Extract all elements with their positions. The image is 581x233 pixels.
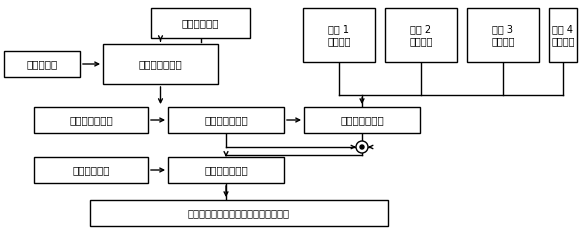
- FancyBboxPatch shape: [34, 107, 148, 133]
- Text: 风压设定计算器: 风压设定计算器: [204, 115, 248, 125]
- Text: 支管 3
阀门开度: 支管 3 阀门开度: [492, 24, 515, 46]
- Text: 风量理论需求值: 风量理论需求值: [69, 115, 113, 125]
- FancyBboxPatch shape: [549, 8, 577, 62]
- FancyBboxPatch shape: [103, 44, 218, 84]
- Text: 空燃比系数: 空燃比系数: [26, 59, 58, 69]
- FancyBboxPatch shape: [151, 8, 250, 38]
- Text: 风压控制调节器: 风压控制调节器: [204, 165, 248, 175]
- Text: 风压设定修正器: 风压设定修正器: [340, 115, 384, 125]
- FancyBboxPatch shape: [4, 51, 80, 77]
- Text: 空气压力检测: 空气压力检测: [72, 165, 110, 175]
- Text: 燃气流量检测: 燃气流量检测: [182, 18, 219, 28]
- FancyBboxPatch shape: [168, 107, 284, 133]
- Text: 支管 4
阀门开度: 支管 4 阀门开度: [551, 24, 575, 46]
- Text: 风量需求计算器: 风量需求计算器: [139, 59, 182, 69]
- Text: 变频器、调节阀、永磁调速器等执行器: 变频器、调节阀、永磁调速器等执行器: [188, 208, 290, 218]
- FancyBboxPatch shape: [90, 200, 388, 226]
- FancyBboxPatch shape: [304, 107, 420, 133]
- FancyBboxPatch shape: [303, 8, 375, 62]
- Text: 支管 2
阀门开度: 支管 2 阀门开度: [409, 24, 433, 46]
- FancyBboxPatch shape: [385, 8, 457, 62]
- FancyBboxPatch shape: [34, 157, 148, 183]
- Text: 支管 1
阀门开度: 支管 1 阀门开度: [327, 24, 351, 46]
- Circle shape: [356, 141, 368, 153]
- Circle shape: [360, 145, 364, 149]
- FancyBboxPatch shape: [467, 8, 539, 62]
- FancyBboxPatch shape: [168, 157, 284, 183]
